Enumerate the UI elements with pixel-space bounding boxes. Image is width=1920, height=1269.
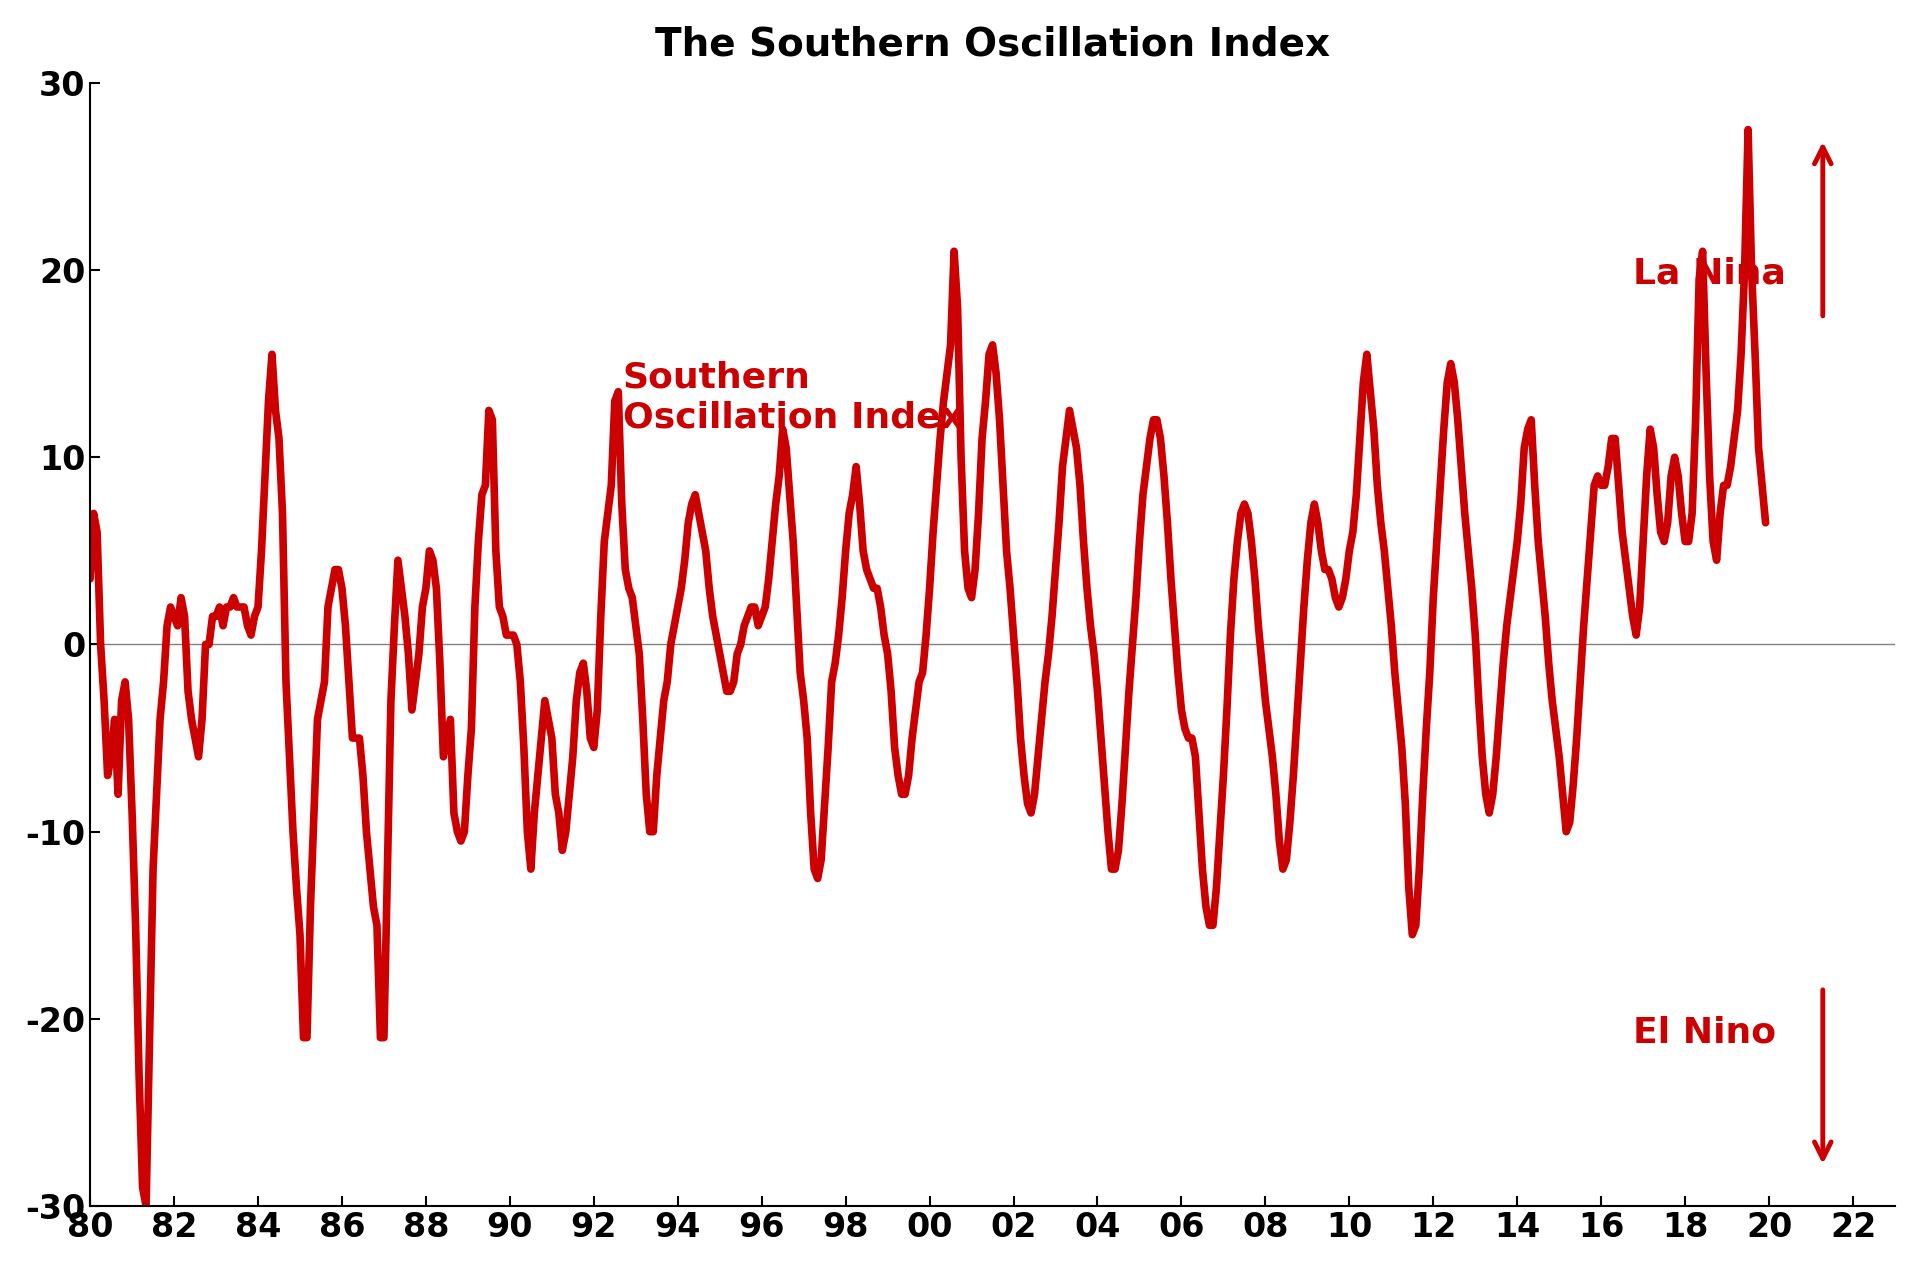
Title: The Southern Oscillation Index: The Southern Oscillation Index [655,25,1331,63]
Text: El Nino: El Nino [1634,1015,1776,1049]
Text: Southern
Oscillation Index: Southern Oscillation Index [622,360,964,434]
Text: La Nina: La Nina [1634,256,1786,291]
